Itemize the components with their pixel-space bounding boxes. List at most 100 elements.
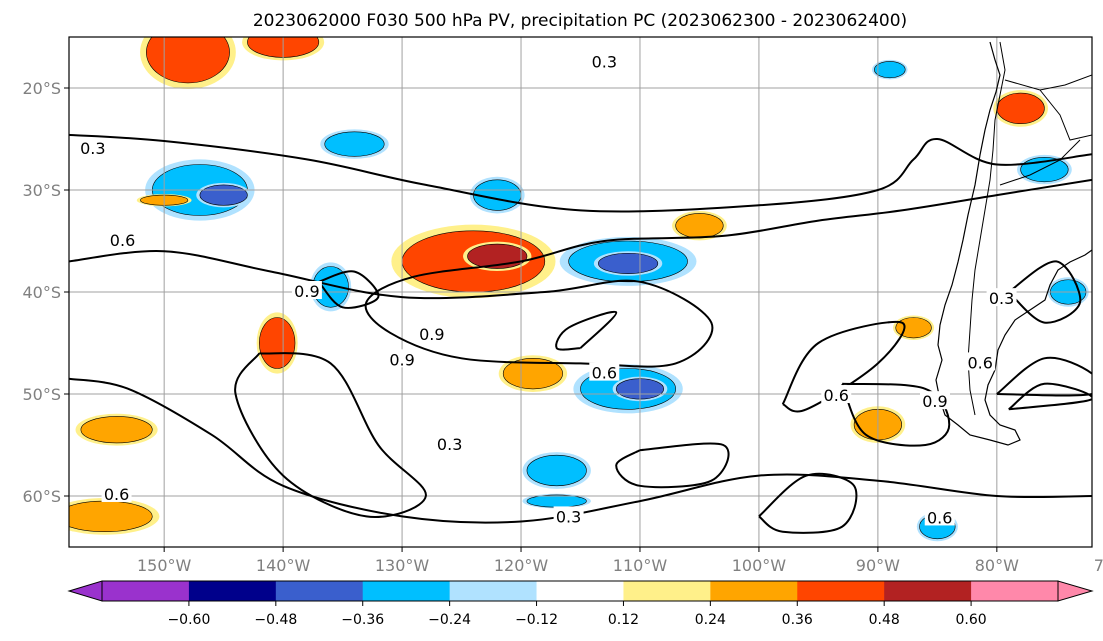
contour-label-background bbox=[986, 288, 1017, 307]
colorbar-segment bbox=[971, 581, 1059, 601]
contour-label-background bbox=[101, 483, 132, 502]
colorbar-frame bbox=[101, 580, 1059, 602]
pv-contour-line bbox=[234, 352, 427, 518]
contour-label-background bbox=[965, 352, 996, 371]
colorbar-tick-label: −0.48 bbox=[254, 612, 297, 628]
coastline bbox=[935, 41, 1092, 446]
precip-patch bbox=[259, 317, 296, 369]
y-tick-label: 40°S bbox=[22, 283, 61, 302]
contour-label: 0.3 bbox=[0, 410, 10, 429]
x-tick-label: 110°W bbox=[613, 556, 668, 575]
contour-label: 0.3 bbox=[437, 435, 462, 454]
pv-contour-line bbox=[1008, 260, 1082, 324]
contour-label-background bbox=[924, 507, 955, 526]
latitude-axis: 20°S 30°S 40°S 50°S 60°S bbox=[22, 79, 69, 506]
colorbar-segment bbox=[102, 581, 190, 601]
contour-label: 0.3 bbox=[556, 507, 581, 526]
y-tick-label: 20°S bbox=[22, 79, 61, 98]
pv-contour-line bbox=[781, 320, 906, 413]
contour-label-background bbox=[589, 362, 620, 381]
colorbar-segment bbox=[623, 581, 711, 601]
contour-label: 0.9 bbox=[389, 350, 414, 369]
contour-label-background bbox=[291, 281, 322, 299]
colorbar-tick-label: 0.12 bbox=[608, 612, 639, 628]
contour-label: 0.3 bbox=[80, 139, 105, 158]
precip-patch bbox=[199, 184, 248, 206]
colorbar-tick-label: 0.24 bbox=[695, 612, 726, 628]
y-tick-label: 60°S bbox=[22, 487, 61, 506]
x-tick-label: 90°W bbox=[856, 556, 900, 575]
x-tick-label: 70°W bbox=[1094, 556, 1103, 575]
colorbar-segment bbox=[884, 581, 972, 601]
precip-patch bbox=[526, 454, 587, 487]
contour-label-background bbox=[30, 467, 60, 485]
contour-label-background bbox=[589, 51, 620, 70]
map-panel: 0.3 0.3 0.6 0.9 0.9 0.9 0.6 0.6 0.3 0.3 0.3 0.6 0.3 0… bbox=[0, 36, 1103, 575]
colorbar-tick-label: −0.36 bbox=[341, 612, 384, 628]
precip-patch bbox=[69, 500, 153, 532]
pv-contour-line bbox=[615, 442, 730, 489]
colorbar-segment bbox=[449, 581, 538, 601]
pv-contour-line bbox=[841, 382, 951, 447]
contour-label: 0.3 bbox=[32, 468, 57, 487]
colorbar-segment bbox=[710, 581, 798, 601]
colorbar: −0.60 −0.48 −0.36 −0.24 −0.12 0.12 0.24 0.36 0.4… bbox=[67, 580, 1094, 628]
pv-contour-line bbox=[1008, 382, 1092, 411]
x-tick-label: 140°W bbox=[256, 556, 311, 575]
longitude-axis: 150°W 140°W 130°W 120°W 110°W 100°W 90°W 80°W 70… bbox=[137, 547, 1103, 575]
contour-label-background bbox=[434, 434, 465, 452]
precip-patch bbox=[324, 131, 385, 157]
pv-contour-line bbox=[318, 270, 380, 309]
colorbar-over-arrow bbox=[1057, 580, 1094, 602]
contour-label: 0.9 bbox=[922, 392, 947, 411]
colorbar-under-arrow bbox=[67, 580, 103, 602]
colorbar-segment bbox=[275, 581, 364, 601]
precip-patch bbox=[80, 416, 153, 444]
pv-contour-line bbox=[555, 310, 618, 351]
gridlines bbox=[69, 37, 1092, 547]
colorbar-tick-label: −0.60 bbox=[167, 612, 210, 628]
contour-label-background bbox=[553, 506, 584, 525]
northern-border bbox=[999, 74, 1092, 186]
colorbar-segment bbox=[188, 581, 277, 601]
colorbar-tick-label: 0.48 bbox=[869, 612, 900, 628]
pv-contour-line bbox=[996, 356, 1092, 397]
pv-contour-line bbox=[758, 472, 858, 534]
contour-label: 0.6 bbox=[927, 508, 952, 527]
x-tick-label: 100°W bbox=[732, 556, 787, 575]
precip-patch bbox=[996, 92, 1045, 124]
colorbar-tick-label: 0.36 bbox=[782, 612, 813, 628]
x-tick-label: 130°W bbox=[375, 556, 430, 575]
precip-patch bbox=[146, 37, 230, 84]
contour-label: 0.9 bbox=[294, 282, 319, 301]
contour-label-background bbox=[387, 349, 418, 368]
contour-label-background bbox=[416, 323, 447, 342]
precip-patch bbox=[895, 317, 932, 339]
pv-contour-line bbox=[69, 133, 1092, 213]
contour-label: 0.6 bbox=[592, 364, 617, 383]
colorbar-segment bbox=[362, 581, 451, 601]
precip-patch bbox=[598, 252, 659, 274]
x-tick-label: 80°W bbox=[975, 556, 1019, 575]
contour-label: 0.3 bbox=[592, 53, 617, 72]
colorbar-segment bbox=[536, 581, 624, 601]
precip-patch bbox=[874, 61, 906, 79]
contour-label: 0.6 bbox=[104, 485, 129, 504]
pv-contour-line bbox=[69, 377, 1092, 524]
contour-label-background bbox=[107, 230, 138, 248]
contour-label: 0.9 bbox=[419, 325, 444, 344]
contour-label: 0.6 bbox=[967, 353, 992, 372]
precip-patch bbox=[502, 358, 563, 390]
y-tick-label: 50°S bbox=[22, 385, 61, 404]
x-tick-label: 150°W bbox=[137, 556, 192, 575]
contour-label-background bbox=[77, 138, 108, 157]
contour-label-background bbox=[821, 385, 852, 404]
colorbar-segment bbox=[797, 581, 885, 601]
pv-contour-line bbox=[69, 178, 1092, 368]
pv-contours bbox=[69, 133, 1092, 534]
contour-labels: 0.3 0.3 0.6 0.9 0.9 0.9 0.6 0.6 0.3 0.3 0.3 0.6 0.3 0… bbox=[0, 51, 1017, 527]
contour-label: 0.6 bbox=[110, 231, 135, 250]
colorbar-tick-label: 0.60 bbox=[956, 612, 987, 628]
precip-patch bbox=[675, 213, 724, 239]
